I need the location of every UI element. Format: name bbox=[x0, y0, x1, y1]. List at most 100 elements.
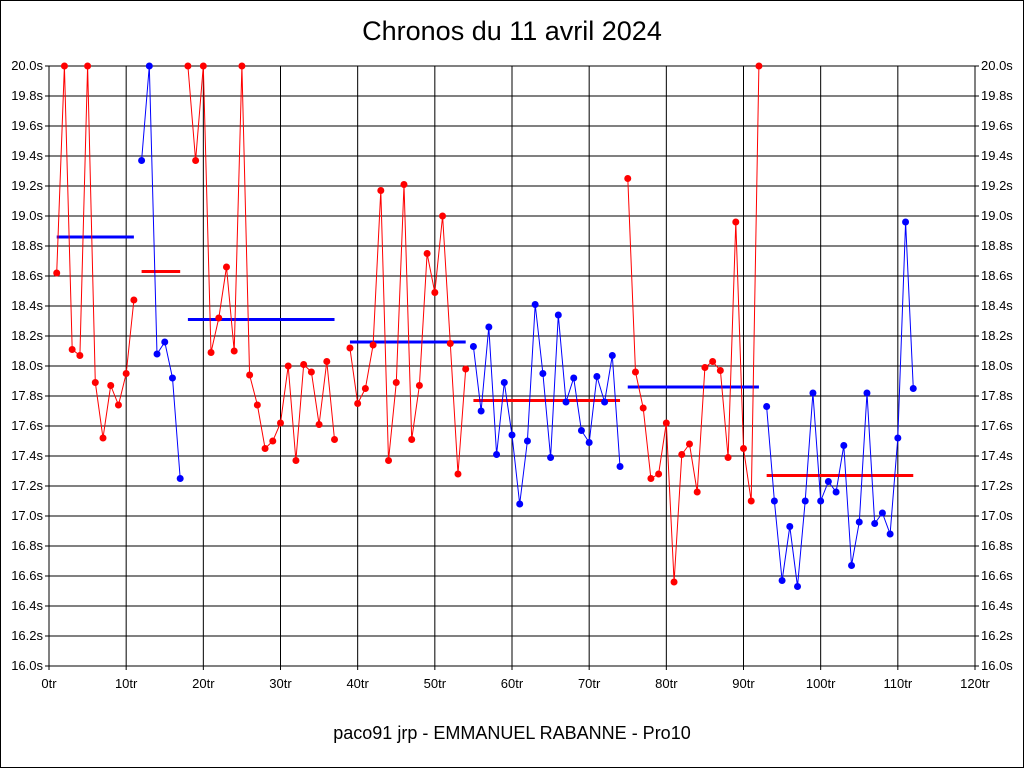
y-tick-label-left: 20.0s bbox=[11, 58, 43, 73]
y-tick-label-left: 16.4s bbox=[11, 598, 43, 613]
y-tick-label-right: 16.8s bbox=[981, 538, 1013, 553]
data-point bbox=[863, 389, 871, 397]
data-point bbox=[138, 157, 146, 164]
data-point bbox=[91, 379, 99, 386]
y-tick-label-right: 16.4s bbox=[981, 598, 1013, 613]
y-tick-label-left: 17.4s bbox=[11, 448, 43, 463]
y-tick-label-left: 16.8s bbox=[11, 538, 43, 553]
data-point bbox=[238, 62, 246, 70]
data-point bbox=[392, 379, 400, 386]
x-tick-label: 0tr bbox=[41, 676, 57, 691]
data-point bbox=[508, 431, 516, 439]
y-tick-label-right: 18.4s bbox=[981, 298, 1013, 313]
data-point bbox=[385, 457, 393, 464]
data-point bbox=[693, 488, 701, 496]
y-tick-label-right: 19.0s bbox=[981, 208, 1013, 223]
x-tick-label: 20tr bbox=[192, 676, 215, 691]
data-point bbox=[523, 437, 531, 445]
x-tick-label: 60tr bbox=[501, 676, 524, 691]
average-lines bbox=[56, 235, 914, 477]
data-point bbox=[377, 187, 385, 194]
data-point bbox=[423, 250, 431, 257]
data-point bbox=[685, 440, 693, 448]
data-point bbox=[608, 352, 616, 359]
data-point bbox=[485, 323, 493, 331]
y-tick-label-right: 16.2s bbox=[981, 628, 1013, 643]
data-point bbox=[477, 407, 485, 415]
y-tick-label-right: 18.8s bbox=[981, 238, 1013, 253]
data-point bbox=[562, 398, 570, 406]
data-point bbox=[801, 497, 809, 505]
data-point bbox=[253, 401, 261, 409]
data-point bbox=[84, 62, 92, 70]
y-tick-label-right: 19.2s bbox=[981, 178, 1013, 193]
data-point bbox=[909, 385, 917, 392]
y-tick-label-left: 18.4s bbox=[11, 298, 43, 313]
data-point bbox=[199, 62, 207, 70]
data-point bbox=[114, 401, 122, 409]
data-point bbox=[222, 263, 230, 271]
data-point bbox=[724, 454, 732, 461]
data-point bbox=[76, 352, 84, 359]
data-point bbox=[68, 346, 76, 353]
data-point bbox=[662, 419, 670, 427]
data-point bbox=[855, 518, 863, 526]
data-point bbox=[531, 301, 539, 308]
data-point bbox=[585, 439, 593, 446]
data-point bbox=[439, 212, 447, 220]
data-point bbox=[500, 379, 508, 386]
data-point bbox=[493, 451, 501, 458]
series-line bbox=[627, 65, 760, 583]
y-tick-label-left: 17.2s bbox=[11, 478, 43, 493]
chart-footer: paco91 jrp - EMMANUEL RABANNE - Pro10 bbox=[333, 723, 691, 743]
data-point bbox=[647, 475, 655, 482]
data-point bbox=[732, 218, 740, 226]
data-point bbox=[130, 296, 138, 304]
data-point bbox=[840, 442, 848, 449]
data-point bbox=[894, 434, 902, 442]
y-tick-label-right: 18.2s bbox=[981, 328, 1013, 343]
y-tick-label-right: 17.0s bbox=[981, 508, 1013, 523]
data-point bbox=[716, 367, 724, 374]
y-tick-label-right: 19.4s bbox=[981, 148, 1013, 163]
data-point bbox=[670, 578, 678, 586]
data-point bbox=[848, 562, 856, 569]
y-tick-label-right: 19.8s bbox=[981, 88, 1013, 103]
data-point bbox=[307, 368, 315, 376]
x-tick-label: 110tr bbox=[883, 676, 912, 691]
data-point bbox=[215, 314, 223, 322]
data-point bbox=[878, 509, 886, 517]
data-point bbox=[415, 382, 423, 389]
data-point bbox=[616, 463, 624, 470]
data-point bbox=[747, 497, 755, 505]
y-tick-label-right: 16.0s bbox=[981, 658, 1013, 673]
data-point bbox=[554, 311, 562, 319]
data-point bbox=[570, 374, 578, 382]
data-point bbox=[261, 445, 269, 452]
data-point bbox=[145, 62, 153, 70]
x-tick-label: 80tr bbox=[655, 676, 678, 691]
data-point bbox=[269, 437, 277, 445]
data-point bbox=[176, 475, 184, 482]
series-line bbox=[472, 304, 621, 505]
data-point bbox=[161, 338, 169, 346]
data-point bbox=[763, 403, 771, 410]
y-tick-label-left: 17.6s bbox=[11, 418, 43, 433]
y-tick-label-left: 18.8s bbox=[11, 238, 43, 253]
data-point bbox=[624, 175, 632, 182]
data-point bbox=[740, 445, 747, 452]
y-tick-label-left: 19.8s bbox=[11, 88, 43, 103]
data-point bbox=[246, 371, 254, 379]
x-tick-label: 50tr bbox=[424, 676, 447, 691]
x-tick-label: 120tr bbox=[960, 676, 990, 691]
tick-labels: 16.0s 16.0s 16.2s 16.2s 16.4s 16.4s 16.6s 16.6s… bbox=[11, 58, 1013, 691]
data-point bbox=[794, 583, 802, 590]
y-tick-label-left: 17.0s bbox=[11, 508, 43, 523]
series-line bbox=[349, 184, 467, 475]
data-point bbox=[516, 500, 524, 508]
data-point bbox=[300, 361, 308, 368]
data-point bbox=[701, 364, 709, 371]
data-point bbox=[315, 421, 323, 428]
series-line bbox=[766, 221, 914, 587]
